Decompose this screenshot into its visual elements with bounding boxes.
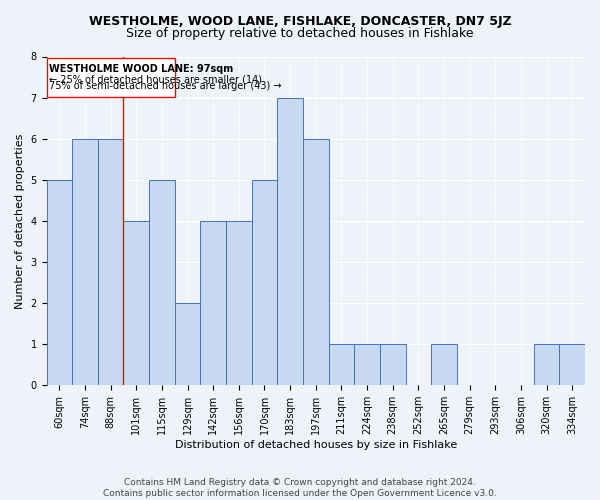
Bar [200, 221, 226, 385]
Bar [354, 344, 380, 385]
Bar [329, 344, 354, 385]
FancyBboxPatch shape [47, 58, 175, 97]
Y-axis label: Number of detached properties: Number of detached properties [15, 133, 25, 308]
Bar [124, 221, 149, 385]
Bar [559, 344, 585, 385]
Text: Contains HM Land Registry data © Crown copyright and database right 2024.
Contai: Contains HM Land Registry data © Crown c… [103, 478, 497, 498]
Text: WESTHOLME, WOOD LANE, FISHLAKE, DONCASTER, DN7 5JZ: WESTHOLME, WOOD LANE, FISHLAKE, DONCASTE… [89, 15, 511, 28]
Bar [277, 98, 303, 385]
Bar [380, 344, 406, 385]
Text: Size of property relative to detached houses in Fishlake: Size of property relative to detached ho… [126, 28, 474, 40]
Bar [47, 180, 72, 385]
Text: WESTHOLME WOOD LANE: 97sqm: WESTHOLME WOOD LANE: 97sqm [49, 64, 233, 74]
Bar [98, 138, 124, 385]
Bar [72, 138, 98, 385]
Bar [251, 180, 277, 385]
Text: ← 25% of detached houses are smaller (14): ← 25% of detached houses are smaller (14… [49, 74, 262, 85]
Bar [175, 303, 200, 385]
Bar [534, 344, 559, 385]
Bar [149, 180, 175, 385]
Bar [431, 344, 457, 385]
Text: 75% of semi-detached houses are larger (43) →: 75% of semi-detached houses are larger (… [49, 80, 281, 90]
Bar [226, 221, 251, 385]
X-axis label: Distribution of detached houses by size in Fishlake: Distribution of detached houses by size … [175, 440, 457, 450]
Bar [303, 138, 329, 385]
